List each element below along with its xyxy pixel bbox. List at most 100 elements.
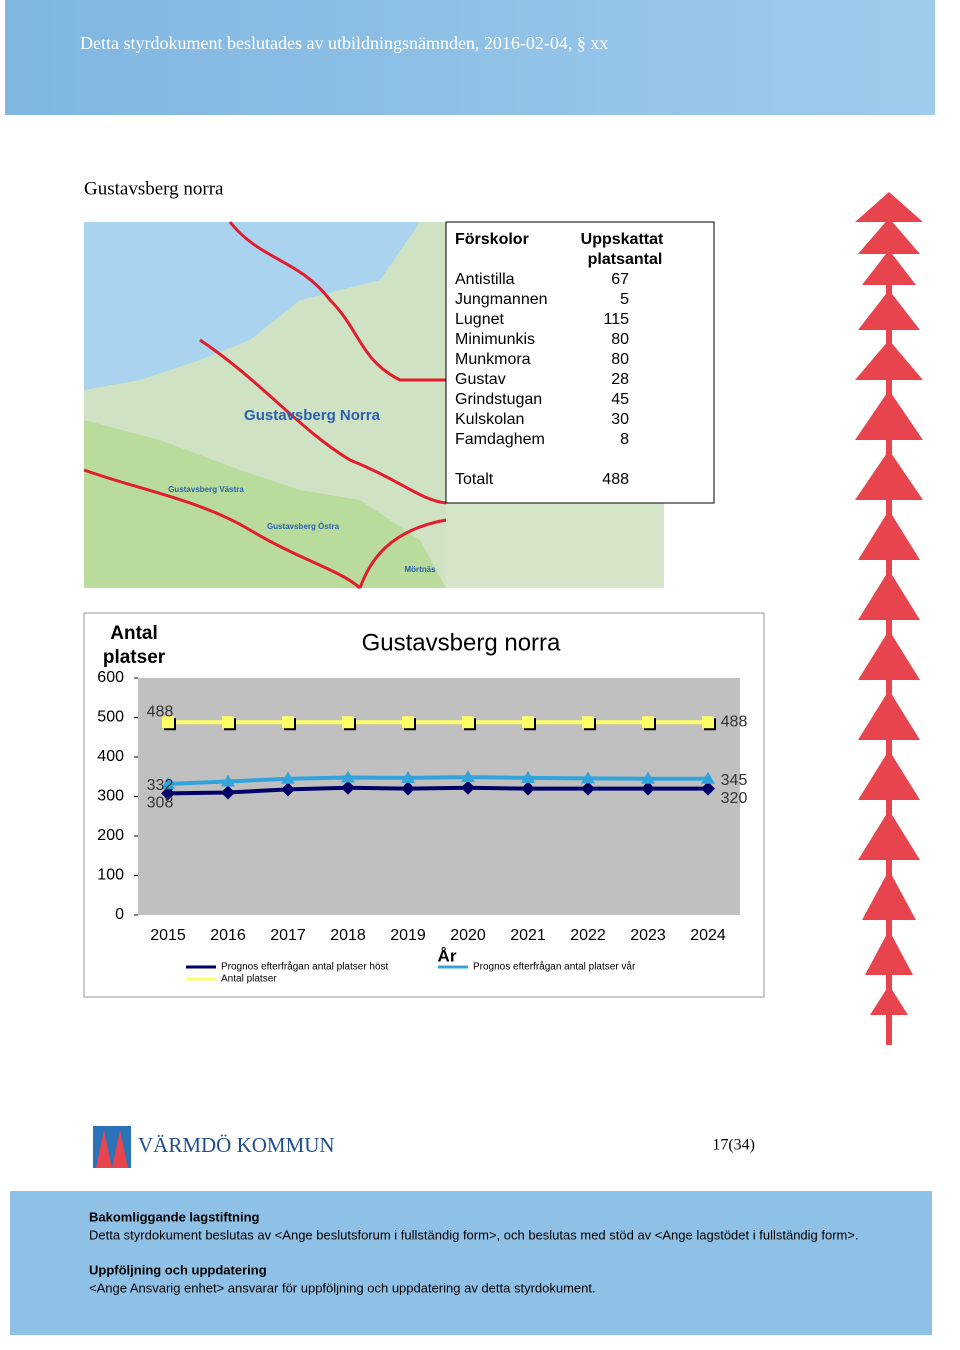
marker bbox=[641, 781, 655, 796]
table-cell: 80 bbox=[611, 331, 629, 348]
footer-band bbox=[10, 1191, 932, 1335]
chart-title: Gustavsberg norra bbox=[362, 629, 561, 656]
table-cell: Grindstugan bbox=[455, 391, 542, 408]
footer-heading: Uppföljning och uppdatering bbox=[89, 1262, 267, 1277]
x-tick-label: 2018 bbox=[330, 927, 366, 944]
marker bbox=[402, 716, 414, 729]
table-header: Uppskattat platsantal bbox=[581, 231, 664, 268]
data-label: 320 bbox=[721, 790, 748, 807]
marker bbox=[581, 771, 595, 784]
marker bbox=[461, 780, 475, 795]
marker bbox=[642, 716, 654, 729]
y-tick-label: 300 bbox=[97, 788, 124, 805]
table-cell: 28 bbox=[611, 371, 629, 388]
table-cell: Jungmannen bbox=[455, 291, 548, 308]
marker bbox=[341, 770, 355, 783]
marker bbox=[462, 716, 474, 729]
table-cell: 30 bbox=[611, 411, 629, 428]
map-label: Gustavsberg Västra bbox=[168, 485, 244, 494]
series-line bbox=[167, 775, 708, 786]
data-label: 308 bbox=[147, 795, 174, 812]
y-tick-label: 500 bbox=[97, 709, 124, 726]
data-label: 345 bbox=[721, 772, 748, 789]
marker bbox=[161, 786, 175, 801]
data-label: 488 bbox=[721, 713, 748, 730]
marker bbox=[401, 781, 415, 796]
x-tick-label: 2016 bbox=[210, 927, 246, 944]
footer-text: Detta styrdokument beslutas av <Ange bes… bbox=[89, 1227, 859, 1242]
marker bbox=[221, 785, 235, 800]
map-label: Gustavsberg Östra bbox=[267, 522, 340, 531]
header-band bbox=[5, 0, 935, 115]
marker bbox=[162, 716, 174, 729]
marker bbox=[581, 781, 595, 796]
marker bbox=[461, 770, 475, 783]
x-tick-label: 2017 bbox=[270, 927, 306, 944]
marker bbox=[161, 776, 175, 789]
footer-text: <Ange Ansvarig enhet> ansvarar för uppfö… bbox=[89, 1280, 596, 1295]
section-title: Gustavsberg norra bbox=[84, 178, 224, 199]
marker bbox=[221, 774, 235, 787]
x-tick-label: 2020 bbox=[450, 927, 486, 944]
x-tick-label: 2015 bbox=[150, 927, 186, 944]
marker bbox=[701, 771, 715, 784]
table-cell: 8 bbox=[620, 431, 629, 448]
x-tick-label: 2023 bbox=[630, 927, 666, 944]
x-tick-label: 2021 bbox=[510, 927, 546, 944]
map-label: Gustavsberg Norra bbox=[244, 407, 381, 424]
marker bbox=[641, 771, 655, 784]
footer-heading: Bakomliggande lagstiftning bbox=[89, 1209, 260, 1224]
logo bbox=[93, 1126, 131, 1168]
marker bbox=[281, 782, 295, 797]
marker bbox=[702, 716, 714, 729]
marker bbox=[222, 716, 234, 729]
table-cell: Kulskolan bbox=[455, 411, 524, 428]
page-number: 17(34) bbox=[712, 1137, 755, 1154]
marker bbox=[522, 716, 534, 729]
legend-label: Prognos efterfrågan antal platser höst bbox=[221, 961, 389, 973]
legend-label: Antal platser bbox=[221, 974, 277, 985]
table-cell: Gustav bbox=[455, 371, 506, 388]
table-cell: 80 bbox=[611, 351, 629, 368]
table-cell: Minimunkis bbox=[455, 331, 535, 348]
decoration bbox=[855, 192, 923, 1045]
marker bbox=[341, 780, 355, 795]
table-total: 488 bbox=[602, 471, 629, 488]
y-tick-label: 100 bbox=[97, 867, 124, 884]
table-cell: 45 bbox=[611, 391, 629, 408]
table-box bbox=[445, 221, 715, 504]
x-axis-label: År bbox=[438, 946, 457, 965]
header-text: Detta styrdokument beslutades av utbildn… bbox=[80, 33, 608, 53]
map-label: Mörtnäs bbox=[404, 565, 436, 574]
marker bbox=[282, 716, 294, 729]
y-axis-label: Antal platser bbox=[103, 623, 166, 668]
table-cell: Munkmora bbox=[455, 351, 531, 368]
x-tick-label: 2022 bbox=[570, 927, 606, 944]
data-label: 332 bbox=[147, 777, 174, 794]
marker bbox=[582, 716, 594, 729]
table-cell: Antistilla bbox=[455, 271, 515, 288]
table-cell: 5 bbox=[620, 291, 629, 308]
x-tick-label: 2019 bbox=[390, 927, 426, 944]
y-tick-label: 400 bbox=[97, 748, 124, 765]
y-tick-label: 600 bbox=[97, 669, 124, 686]
table-total: Totalt bbox=[455, 471, 494, 488]
marker bbox=[342, 716, 354, 729]
table-cell: 67 bbox=[611, 271, 629, 288]
plot-area bbox=[138, 678, 740, 915]
y-tick-label: 200 bbox=[97, 827, 124, 844]
logo-text: VÄRMDÖ KOMMUN bbox=[138, 1133, 335, 1157]
table-cell: 115 bbox=[603, 311, 629, 328]
series-line bbox=[167, 785, 708, 796]
table-cell: Lugnet bbox=[455, 311, 504, 328]
marker bbox=[521, 781, 535, 796]
data-label: 488 bbox=[147, 703, 174, 720]
table-header: Förskolor bbox=[455, 231, 529, 248]
marker bbox=[281, 771, 295, 784]
marker bbox=[701, 781, 715, 796]
table-cell: Famdaghem bbox=[455, 431, 545, 448]
x-tick-label: 2024 bbox=[690, 927, 726, 944]
y-tick-label: 0 bbox=[115, 906, 124, 923]
marker bbox=[521, 770, 535, 783]
